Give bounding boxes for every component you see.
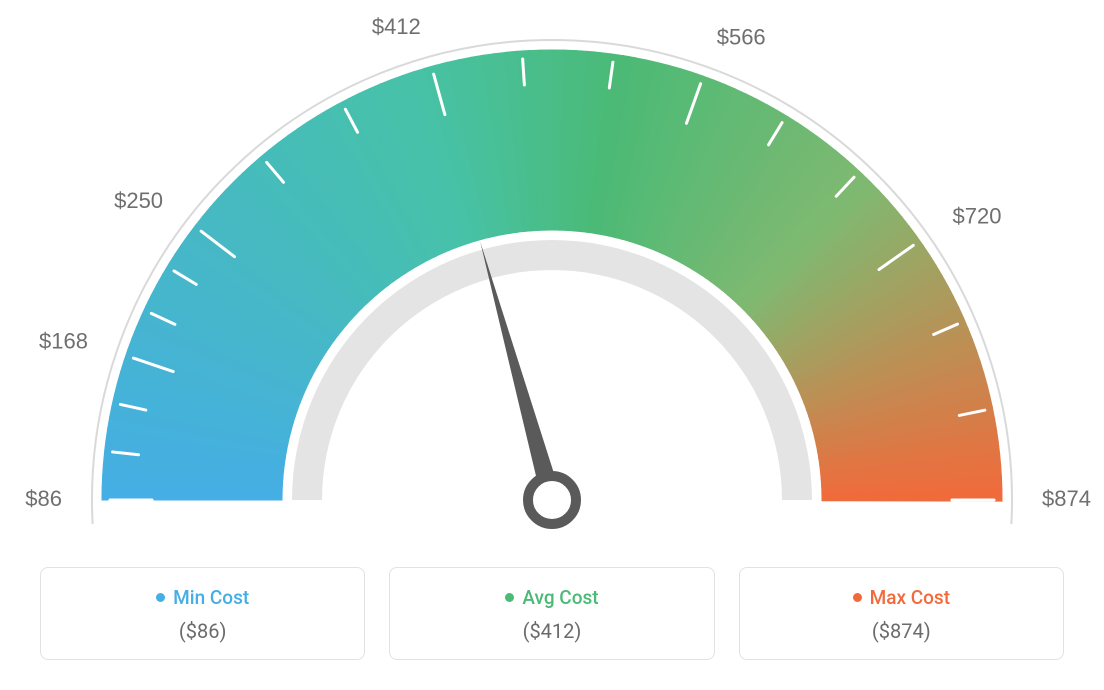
legend-card-max: Max Cost ($874)	[739, 567, 1064, 660]
legend-card-min: Min Cost ($86)	[40, 567, 365, 660]
gauge-hub	[528, 476, 576, 524]
gauge-needle	[480, 242, 561, 503]
gauge-chart: $86 $168 $250 $412 $566 $720 $874	[0, 0, 1104, 560]
legend-value-max: ($874)	[750, 619, 1053, 643]
legend-label-avg: Avg Cost	[505, 586, 598, 609]
gauge-svg: $86 $168 $250 $412 $566 $720 $874	[0, 0, 1104, 560]
gauge-tick-label: $720	[953, 204, 1002, 229]
legend-card-avg: Avg Cost ($412)	[389, 567, 714, 660]
gauge-tick-label: $250	[114, 188, 163, 213]
legend-value-min: ($86)	[51, 619, 354, 643]
gauge-tick-label: $168	[39, 329, 88, 354]
legend-label-min: Min Cost	[156, 586, 249, 609]
gauge-tick-label: $874	[1042, 486, 1091, 511]
legend-value-avg: ($412)	[400, 619, 703, 643]
gauge-band	[102, 50, 1002, 501]
gauge-tick-label: $86	[25, 486, 62, 511]
legend-row: Min Cost ($86) Avg Cost ($412) Max Cost …	[40, 567, 1064, 660]
legend-label-max: Max Cost	[853, 586, 950, 609]
gauge-tick-label: $566	[717, 25, 766, 50]
gauge-tick-label: $412	[372, 14, 421, 39]
